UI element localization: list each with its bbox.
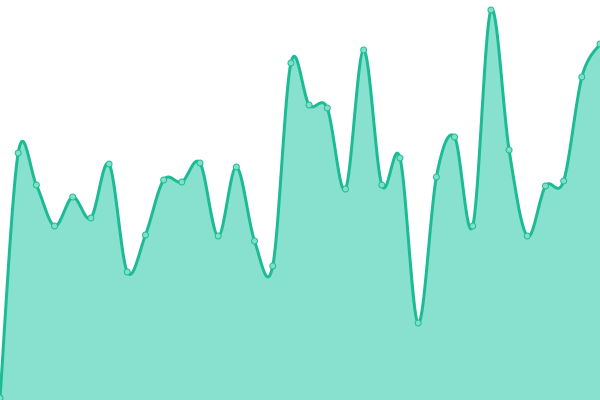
- data-point-5: [87, 214, 95, 222]
- data-point-9: [160, 176, 168, 184]
- data-point-33: [596, 40, 600, 48]
- data-point-20: [360, 46, 368, 54]
- data-point-17: [305, 101, 313, 109]
- data-point-26: [469, 222, 477, 230]
- data-point-12: [214, 232, 222, 240]
- data-point-29: [523, 232, 531, 240]
- data-point-31: [560, 177, 568, 185]
- area-fill: [0, 9, 600, 400]
- data-point-30: [541, 182, 549, 190]
- data-point-13: [232, 163, 240, 171]
- series-line: [0, 7, 600, 399]
- data-point-2: [32, 181, 40, 189]
- data-point-4: [69, 193, 77, 201]
- data-point-22: [396, 154, 404, 162]
- data-point-24: [432, 173, 440, 181]
- data-point-15: [269, 262, 277, 270]
- data-point-8: [141, 231, 149, 239]
- data-point-27: [487, 6, 495, 14]
- data-markers: [0, 6, 600, 400]
- data-point-16: [287, 59, 295, 67]
- data-point-32: [578, 73, 586, 81]
- data-point-18: [323, 104, 331, 112]
- data-point-25: [451, 133, 459, 141]
- data-point-28: [505, 146, 513, 154]
- data-point-21: [378, 181, 386, 189]
- data-point-0: [0, 394, 4, 400]
- data-point-6: [105, 160, 113, 168]
- data-point-7: [123, 268, 131, 276]
- data-point-11: [196, 159, 204, 167]
- data-point-10: [178, 178, 186, 186]
- data-point-19: [341, 185, 349, 193]
- data-point-23: [414, 319, 422, 327]
- data-point-1: [14, 149, 22, 157]
- data-point-14: [251, 237, 259, 245]
- data-point-3: [51, 222, 59, 230]
